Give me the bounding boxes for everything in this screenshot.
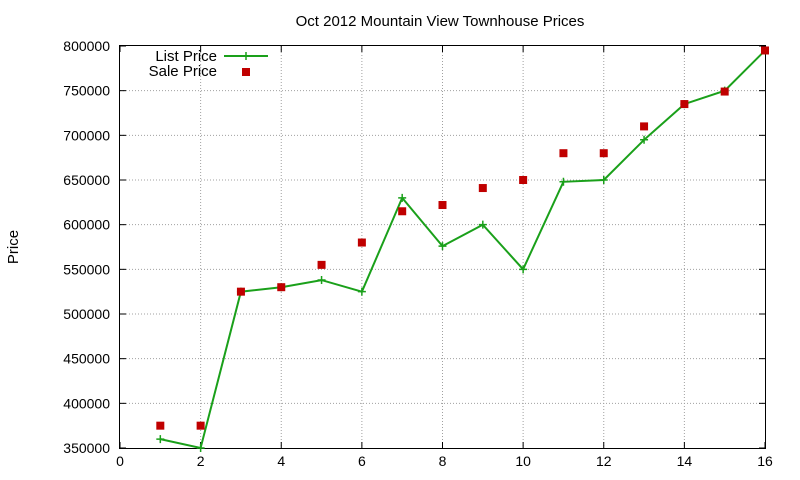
sale-price-point (599, 149, 608, 158)
x-tick-label: 6 (358, 453, 366, 469)
list-price-point (559, 177, 568, 186)
x-tick-label: 10 (515, 453, 531, 469)
y-tick-label: 650000 (63, 172, 110, 188)
y-tick-label: 700000 (63, 127, 110, 143)
x-tick-label: 8 (439, 453, 447, 469)
sale-price-point (196, 421, 205, 430)
sale-price-point (720, 87, 729, 96)
sale-price-point (680, 100, 689, 109)
list-price-point (357, 287, 366, 296)
x-tick-label: 2 (197, 453, 205, 469)
legend-label-list-price: List Price (155, 48, 217, 65)
sale-price-point (478, 184, 487, 193)
list-price-point (156, 435, 165, 444)
x-tick-label: 12 (596, 453, 612, 469)
sale-price-point (438, 201, 447, 210)
x-tick-label: 14 (677, 453, 693, 469)
series (156, 46, 769, 452)
y-tick-label: 550000 (63, 261, 110, 277)
axis-ticks: 350000 400000 450000 500000 550000 600000 6500… (63, 38, 773, 469)
list-price-point (599, 176, 608, 184)
list-price-point (478, 220, 487, 229)
sale-price-point (640, 122, 649, 131)
sale-price-point (236, 287, 245, 296)
list-price-line (160, 49, 766, 450)
sale-price-point (519, 176, 528, 184)
sale-price-point (156, 421, 165, 430)
list-price-point (438, 242, 447, 251)
legend-marker-sale-price (242, 68, 250, 76)
sale-price-point (761, 46, 769, 55)
legend-marker-list-price (242, 52, 250, 60)
plot-frame (119, 45, 766, 449)
y-tick-label: 400000 (63, 395, 110, 411)
y-tick-label: 750000 (63, 83, 110, 99)
x-tick-label: 4 (277, 453, 285, 469)
x-tick-label: 16 (757, 453, 773, 469)
chart-title: Oct 2012 Mountain View Townhouse Prices (296, 13, 585, 30)
legend-label-sale-price: Sale Price (149, 63, 217, 80)
list-price-point (640, 135, 649, 144)
sale-price-point (559, 149, 568, 158)
list-price-point (519, 265, 528, 274)
list-price-point (196, 444, 205, 452)
y-tick-label: 600000 (63, 217, 110, 233)
sale-price-point (398, 207, 407, 216)
sale-price-point (357, 238, 366, 247)
list-price-point (398, 193, 407, 202)
y-tick-label: 500000 (63, 306, 110, 322)
y-axis-label: Price (5, 230, 22, 264)
legend: List Price Sale Price (149, 48, 268, 80)
y-tick-label: 800000 (63, 38, 110, 54)
x-tick-label: 0 (116, 453, 124, 469)
sale-price-point (277, 283, 286, 292)
sale-price-point (317, 260, 326, 269)
list-price-point (317, 276, 326, 285)
y-tick-label: 450000 (63, 351, 110, 367)
y-tick-label: 350000 (63, 440, 110, 456)
